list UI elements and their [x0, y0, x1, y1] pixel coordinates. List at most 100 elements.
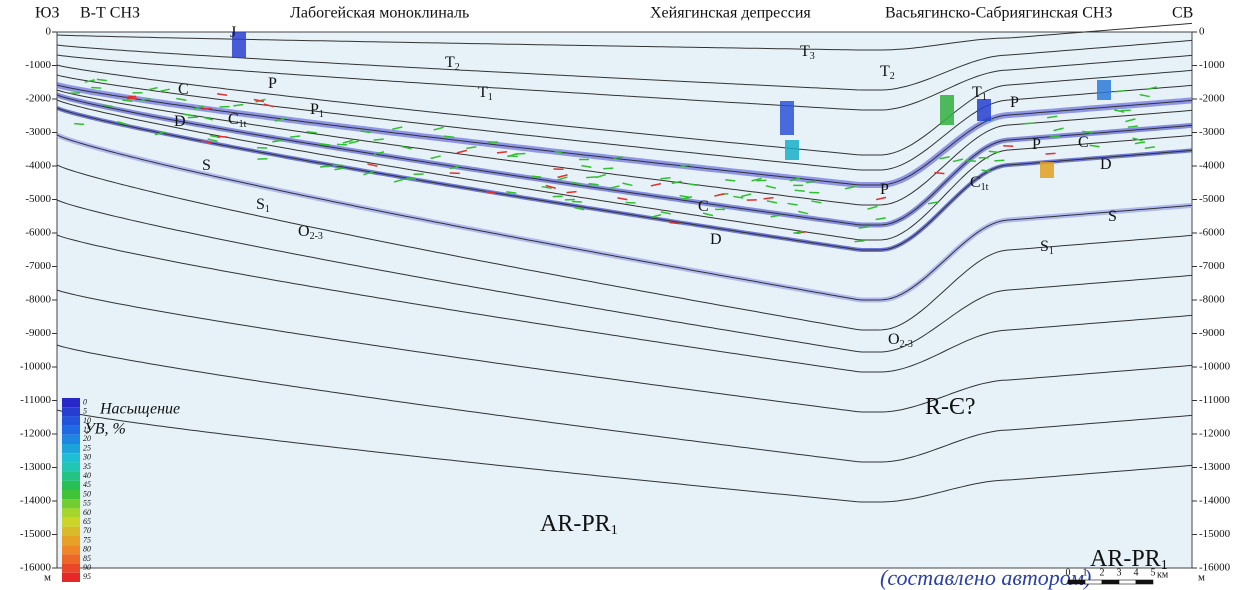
legend-swatch [62, 527, 80, 536]
depth-label: -3000 [1199, 126, 1225, 138]
formation-index: 2 [455, 62, 460, 73]
flow-vector [586, 177, 596, 178]
formation-name: P [310, 101, 319, 118]
formation-label: P [1010, 94, 1019, 111]
depth-label: -15000 [20, 528, 52, 540]
depth-label: -16000 [1199, 562, 1231, 574]
depth-label: -7000 [25, 260, 51, 272]
flow-vector [1128, 126, 1138, 127]
scale-label: 5 [1151, 567, 1156, 578]
legend-swatch [62, 426, 80, 435]
scale-label: 3 [1117, 567, 1122, 578]
legend-swatch [62, 508, 80, 517]
formation-name: P [880, 181, 889, 198]
legend-swatch [62, 472, 80, 481]
scale-segment [1085, 580, 1102, 584]
scale-segment [1068, 580, 1085, 584]
formation-name: C [228, 111, 239, 128]
scale-label: 1 [1083, 567, 1088, 578]
depth-label: -5000 [25, 193, 51, 205]
saturation-column [780, 101, 794, 135]
formation-name: T [800, 43, 810, 60]
scale-segment [1102, 580, 1119, 584]
formation-name: AR-PR [540, 511, 611, 537]
depth-label: 0 [1199, 26, 1205, 38]
formation-name: T [478, 84, 488, 101]
depth-label: -10000 [1199, 361, 1231, 373]
formation-label: AR-PR1 [540, 511, 618, 539]
legend-swatch [62, 444, 80, 453]
formation-label: C [178, 81, 189, 98]
legend-value: 95 [83, 572, 91, 581]
depth-label: -16000 [20, 562, 52, 574]
depth-label: -2000 [1199, 93, 1225, 105]
formation-index: 2-3 [900, 339, 913, 350]
formation-name: S [1040, 238, 1049, 255]
formation-name: S [1108, 208, 1117, 225]
flow-vector [217, 137, 227, 138]
legend-swatch [62, 518, 80, 527]
flow-vector [572, 201, 582, 202]
formation-label: S [1108, 208, 1117, 225]
legend-swatch [62, 435, 80, 444]
scale-segment [1136, 580, 1153, 584]
formation-label: P [880, 181, 889, 198]
depth-label: -9000 [25, 327, 51, 339]
formation-name: P [1010, 94, 1019, 111]
legend-value: 85 [83, 554, 91, 563]
formation-name: P [1032, 136, 1041, 153]
flow-vector [406, 178, 416, 179]
depth-label: -6000 [25, 227, 51, 239]
formation-index: 1 [1161, 558, 1168, 573]
flow-vector [661, 178, 671, 179]
formation-index: 1t [981, 182, 989, 193]
formation-index: 2-3 [310, 231, 323, 242]
formation-name: S [256, 196, 265, 213]
depth-label: -14000 [1199, 495, 1231, 507]
formation-label: J [230, 24, 236, 41]
saturation-column [940, 95, 954, 125]
flow-vector [934, 173, 944, 174]
formation-label: C [698, 198, 709, 215]
legend-swatch [62, 490, 80, 499]
formation-name: C [970, 174, 981, 191]
scale-segment [1119, 580, 1136, 584]
formation-label: R-Є? [925, 394, 976, 420]
flow-vector [1024, 123, 1034, 124]
formation-index: 1t [239, 119, 247, 130]
legend-value: 45 [83, 480, 91, 489]
formation-name: T [880, 63, 890, 80]
legend-value: 55 [83, 499, 91, 508]
legend-swatch [62, 536, 80, 545]
formation-label: C [1078, 134, 1089, 151]
formation-index: 1 [611, 523, 618, 538]
flow-vector [126, 96, 136, 97]
flow-vector [320, 166, 330, 167]
flow-vector [567, 192, 577, 193]
depth-label: -9000 [1199, 327, 1225, 339]
depth-label: -12000 [20, 428, 52, 440]
legend-value: 10 [83, 416, 91, 425]
legend-value: 60 [83, 508, 91, 517]
legend-value: 70 [83, 526, 91, 535]
depth-label: -1000 [1199, 59, 1225, 71]
saturation-column [1040, 162, 1054, 178]
depth-label: -11000 [20, 394, 51, 406]
flow-vector [994, 160, 1004, 161]
depth-label: -6000 [1199, 227, 1225, 239]
legend-value: 90 [83, 563, 91, 572]
legend-value: 50 [83, 489, 91, 498]
flow-vector [680, 165, 690, 166]
legend-swatch [62, 398, 80, 407]
formation-label: D [1100, 156, 1112, 173]
legend-value: 0 [83, 397, 87, 406]
formation-index: 2 [890, 71, 895, 82]
legend-swatch [62, 481, 80, 490]
legend-value: 80 [83, 545, 91, 554]
header-zone: В-Т СНЗ [80, 5, 140, 22]
legend-value: 75 [83, 535, 91, 544]
legend-value: 65 [83, 517, 91, 526]
flow-vector [508, 156, 518, 157]
depth-label: -3000 [25, 126, 51, 138]
legend-value: 40 [83, 471, 91, 480]
